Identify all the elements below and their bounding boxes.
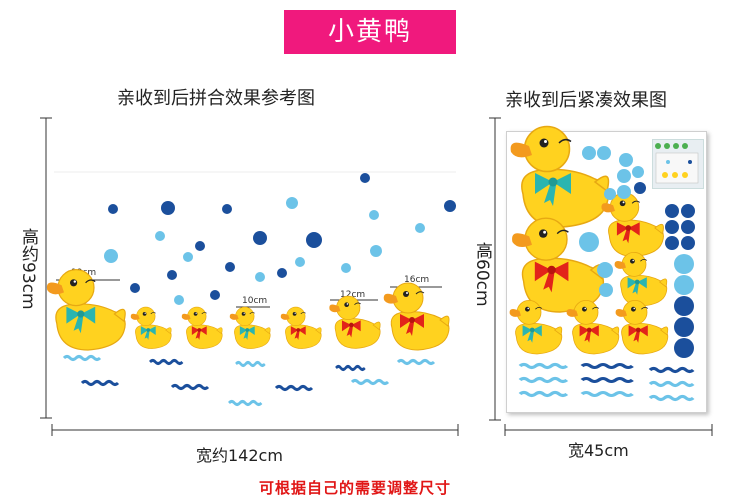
right-caption: 亲收到后紧凑效果图 — [505, 90, 667, 111]
right-width-label: 宽45cm — [568, 441, 629, 460]
duck-10cm — [229, 306, 271, 349]
thumbnail-art — [655, 143, 699, 184]
left-bubbles — [104, 173, 456, 305]
adjust-note: 可根据自己的需要调整尺寸 — [259, 479, 452, 497]
duck-16cm — [383, 282, 450, 351]
title-banner: 小黄鸭 — [284, 10, 456, 54]
right-height-dimension — [489, 117, 501, 421]
size-label-12: 12cm — [340, 290, 366, 300]
left-height-dimension — [40, 117, 52, 419]
duck-small-2 — [181, 306, 223, 349]
left-height-label: 高约93cm — [18, 228, 38, 310]
left-caption: 亲收到后拼合效果参考图 — [117, 88, 315, 109]
size-label-10: 10cm — [242, 296, 268, 306]
left-waves — [62, 355, 436, 406]
size-arrows — [56, 279, 442, 308]
duck-small-1 — [130, 306, 172, 349]
right-width-dimension — [504, 424, 713, 436]
duck-19cm — [46, 269, 126, 351]
left-width-dimension — [51, 424, 459, 436]
sheet-waves — [518, 365, 696, 402]
sheet-bubbles — [579, 146, 695, 358]
left-width-label: 宽约142cm — [196, 446, 283, 465]
duck-small-3 — [280, 306, 322, 349]
right-height-label: 高60cm — [472, 242, 492, 307]
left-ducks — [46, 269, 450, 351]
duck-12cm — [328, 295, 381, 349]
size-label-16: 16cm — [404, 275, 430, 285]
